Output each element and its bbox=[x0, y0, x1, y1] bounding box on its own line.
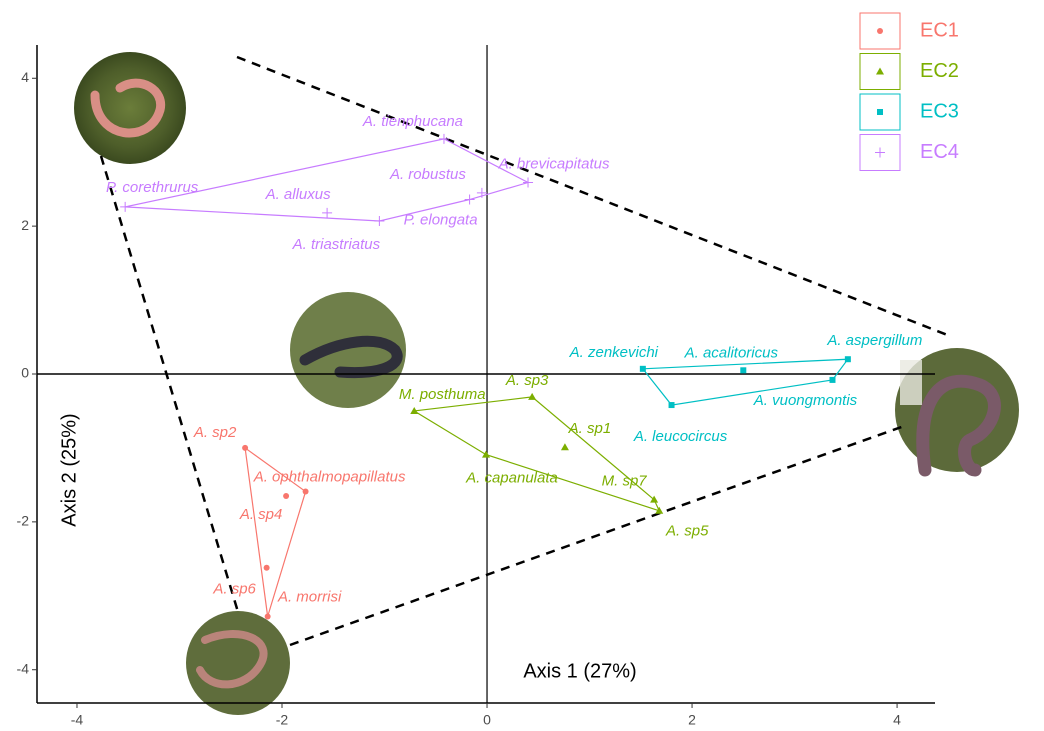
point-label: A. sp1 bbox=[568, 420, 612, 437]
group-hull bbox=[125, 138, 530, 222]
series-group: P. corethrurus A. tienphucana A. brevicapi… bbox=[106, 113, 610, 253]
worm-photo bbox=[186, 611, 290, 715]
point-label: A. sp4 bbox=[239, 506, 283, 523]
point bbox=[263, 564, 270, 571]
point bbox=[410, 406, 419, 414]
point-label: A. zenkevichi bbox=[569, 344, 659, 361]
point bbox=[476, 187, 487, 198]
point bbox=[528, 392, 537, 400]
point bbox=[639, 365, 646, 372]
point-label: A. alluxus bbox=[265, 186, 332, 203]
point-label: A. aspergillum bbox=[826, 332, 922, 349]
y-tick-label: -4 bbox=[17, 660, 30, 676]
connector bbox=[289, 423, 908, 647]
series-group: A. sp2 A. ophthalmopapillatus A. sp4 A. sp6… bbox=[193, 424, 406, 620]
point-label: A. tienphucana bbox=[362, 113, 463, 130]
legend-marker bbox=[877, 109, 883, 115]
y-tick-label: 4 bbox=[21, 69, 29, 85]
point bbox=[650, 495, 659, 503]
x-axis-title: Axis 1 (27%) bbox=[523, 660, 636, 682]
point bbox=[264, 613, 271, 620]
point-label: A. sp3 bbox=[505, 372, 549, 389]
legend-label: EC3 bbox=[920, 100, 959, 122]
series-group: M. posthuma A. sp3 A. sp1 A. capanulata M. s… bbox=[399, 372, 709, 540]
point-label: A. vuongmontis bbox=[753, 392, 858, 409]
photos bbox=[74, 52, 1019, 715]
group-hull bbox=[412, 396, 661, 512]
legend-marker bbox=[877, 28, 883, 34]
point bbox=[322, 207, 333, 218]
point bbox=[523, 177, 534, 188]
x-tick-label: -4 bbox=[71, 712, 84, 728]
y-tick-label: 2 bbox=[21, 217, 29, 233]
point bbox=[464, 194, 475, 205]
legend-label: EC2 bbox=[920, 60, 959, 82]
worm-photo bbox=[74, 52, 186, 164]
point bbox=[740, 367, 747, 374]
point bbox=[374, 215, 385, 226]
point bbox=[482, 450, 490, 458]
x-tick-label: 4 bbox=[893, 712, 901, 728]
y-axis-title: Axis 2 (25%) bbox=[58, 413, 80, 526]
point-label: A. morrisi bbox=[277, 588, 342, 605]
group-hull bbox=[244, 446, 307, 617]
legend-label: EC4 bbox=[920, 141, 959, 163]
point-label: A. capanulata bbox=[465, 470, 558, 487]
point bbox=[560, 443, 569, 451]
point-label: A. sp2 bbox=[193, 424, 237, 441]
legend-item: EC1 bbox=[859, 12, 959, 50]
x-tick-label: 0 bbox=[483, 712, 491, 728]
point-label: A. acalitoricus bbox=[684, 344, 779, 361]
point bbox=[655, 506, 664, 514]
point-label: P. corethrurus bbox=[106, 179, 199, 196]
x-tick-label: 2 bbox=[688, 712, 696, 728]
point bbox=[668, 402, 675, 409]
dashed-connectors bbox=[99, 55, 951, 647]
point-label: A. triastriatus bbox=[292, 236, 381, 253]
point bbox=[438, 133, 449, 144]
plot-area: -4 -2 0 2 4 -4 -2 0 2 4 A. sp2 A. ophthalmopapillat… bbox=[17, 45, 935, 728]
point bbox=[829, 376, 836, 383]
legend-item: EC2 bbox=[859, 53, 959, 90]
point-label: A. sp5 bbox=[665, 523, 709, 540]
point-label: P. elongata bbox=[404, 211, 478, 228]
legend-item: EC4 bbox=[859, 134, 959, 171]
point bbox=[844, 356, 851, 363]
point-label: A. ophthalmopapillatus bbox=[253, 469, 406, 486]
point bbox=[283, 492, 290, 499]
legend-label: EC1 bbox=[920, 19, 959, 41]
point bbox=[302, 488, 309, 495]
point bbox=[120, 201, 131, 212]
y-tick-label: 0 bbox=[21, 365, 29, 381]
y-tick-label: -2 bbox=[17, 513, 30, 529]
point-label: M. sp7 bbox=[602, 473, 648, 490]
point bbox=[242, 444, 249, 451]
point-label: A. sp6 bbox=[212, 581, 256, 598]
point-label: A. leucocircus bbox=[633, 428, 728, 445]
worm-photo bbox=[290, 292, 406, 408]
legend-marker bbox=[876, 67, 884, 75]
connector bbox=[99, 155, 240, 613]
point-label: M. posthuma bbox=[399, 386, 486, 403]
point-label: A. robustus bbox=[389, 166, 466, 183]
point-label: A. brevicapitatus bbox=[498, 155, 610, 172]
x-tick-label: -2 bbox=[276, 712, 289, 728]
legend-item: EC3 bbox=[859, 93, 959, 131]
worm-photo bbox=[895, 348, 1019, 477]
legend-marker bbox=[875, 147, 885, 158]
series-group: A. zenkevichi A. acalitoricus A. aspergill… bbox=[569, 332, 923, 445]
